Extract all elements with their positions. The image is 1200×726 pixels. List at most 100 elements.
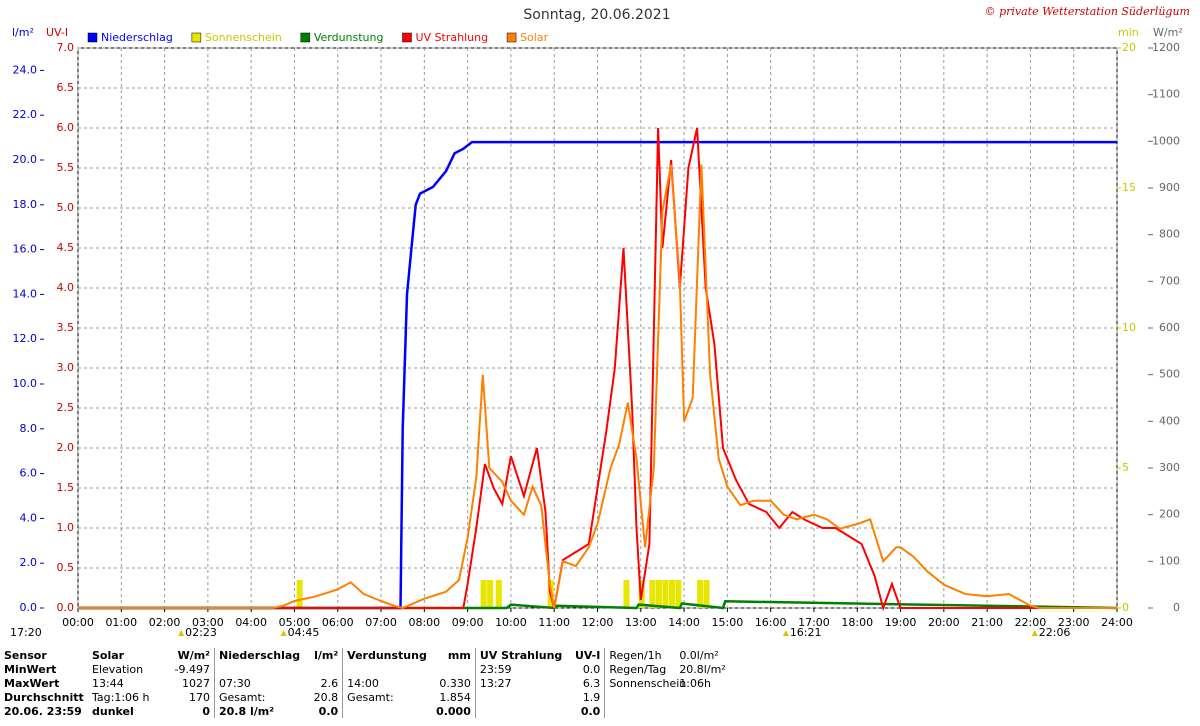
sunshine-bar: [662, 580, 669, 608]
y4-tick-label: 0: [1173, 601, 1180, 614]
x-tick-label: 17:00: [798, 616, 830, 629]
y-tick-label: 16.0: [13, 243, 38, 256]
y2-tick-label: 3.0: [57, 361, 75, 374]
y4-tick-label: 300: [1159, 461, 1180, 474]
x-tick-label: 12:00: [582, 616, 614, 629]
table-row: MinWert Elevation -9.497 23:59 0.0 Regen/Tag 2…: [0, 662, 730, 676]
axis-label-y4: W/m²: [1153, 26, 1183, 39]
x-tick-label: 23:00: [1058, 616, 1090, 629]
y3-tick-label: 0: [1122, 601, 1129, 614]
x-tick-label: 05:00: [279, 616, 311, 629]
y-tick-label: 14.0: [13, 287, 38, 300]
summary-cell: Regen/1h 0.0l/m²: [604, 648, 730, 662]
table-cell: MaxWert: [4, 676, 60, 690]
x-tick-label: 19:00: [885, 616, 917, 629]
legend-swatch: [300, 32, 311, 43]
table-cell: [431, 662, 476, 676]
chart: Sonntag, 20.06.2021 © private Wetterstat…: [10, 5, 1190, 639]
x-tick-label: 03:00: [192, 616, 224, 629]
annotation: 22:06: [1039, 626, 1071, 639]
summary-cell: Regen/Tag 20.8l/m²: [604, 662, 730, 676]
y2-tick-label: 2.0: [57, 441, 75, 454]
x-tick-label: 08:00: [408, 616, 440, 629]
legend-label: Verdunstung: [314, 31, 384, 44]
x-tick-label: 14:00: [668, 616, 700, 629]
stats-table: Sensor Solar W/m² Niederschlag l/m² Verdunstu…: [0, 648, 1200, 726]
table-cell: [342, 704, 431, 718]
sunshine-bar: [675, 580, 682, 608]
y4-tick-label: 100: [1159, 554, 1180, 567]
y2-tick-label: 3.5: [57, 321, 75, 334]
annotation: 02:23: [185, 626, 217, 639]
y2-tick-label: 5.0: [57, 201, 75, 214]
x-tick-label: 15:00: [712, 616, 744, 629]
y4-tick-label: 500: [1159, 368, 1180, 381]
table-cell: W/m²: [177, 648, 210, 662]
y2-tick-label: 0.5: [57, 561, 75, 574]
legend-label: Sonnenschein: [205, 31, 282, 44]
y-tick-label: 22.0: [13, 108, 38, 121]
y-tick-label: 10.0: [13, 377, 38, 390]
table-cell: l/m²: [314, 648, 339, 662]
table-cell: mm: [447, 648, 471, 662]
table-cell: 0.0: [580, 704, 601, 718]
y-tick-label: 4.0: [20, 511, 38, 524]
table-cell: 170: [189, 690, 210, 704]
table-cell: Gesamt:: [342, 690, 431, 704]
table-cell: UV-I: [575, 648, 601, 662]
y-tick-label: 20.0: [13, 153, 38, 166]
y4-tick-label: 600: [1159, 321, 1180, 334]
table-cell: 20.06. 23:59: [4, 704, 82, 718]
y4-tick-label: 400: [1159, 414, 1180, 427]
sun-marker: [178, 630, 185, 636]
y-tick-label: 24.0: [13, 63, 38, 76]
table-cell: Gesamt:: [214, 690, 305, 704]
table-cell: 0.0: [318, 704, 339, 718]
y2-tick-label: 2.5: [57, 401, 75, 414]
y2-tick-label: 1.0: [57, 521, 75, 534]
table-cell: 0: [202, 704, 210, 718]
x-tick-label: 06:00: [322, 616, 354, 629]
x-tick-label: 04:00: [235, 616, 267, 629]
y4-tick-label: 800: [1159, 228, 1180, 241]
table-cell: 13:27: [474, 676, 567, 690]
legend-label: UV Strahlung: [415, 31, 488, 44]
day-length: 17:20: [10, 626, 42, 639]
table-cell: 0.330: [439, 676, 471, 690]
table-cell: [304, 662, 343, 676]
table-cell: 07:30: [214, 676, 305, 690]
y-tick-label: 8.0: [20, 422, 38, 435]
copyright: © private Wetterstation Süderlügum: [985, 5, 1190, 18]
annotation: 16:21: [790, 626, 822, 639]
table-cell: 23:59: [474, 662, 567, 676]
x-tick-label: 01:00: [105, 616, 137, 629]
table-cell: 14:00: [342, 676, 431, 690]
table-cell: Verdunstung: [342, 648, 431, 662]
y2-tick-label: 5.5: [57, 161, 75, 174]
sunshine-bar: [668, 580, 675, 608]
sun-marker: [782, 630, 789, 636]
table-cell: Elevation: [92, 662, 144, 676]
sunshine-bar: [703, 580, 710, 608]
sunshine-bar: [487, 580, 494, 608]
legend-swatch: [402, 32, 412, 43]
y4-tick-label: 1200: [1152, 41, 1180, 54]
table-cell: Sensor: [4, 648, 47, 662]
x-tick-label: 10:00: [495, 616, 527, 629]
table-cell: -9.497: [174, 662, 210, 676]
y3-tick-label: 5: [1122, 461, 1129, 474]
table-cell: [214, 662, 305, 676]
y2-tick-label: 6.0: [57, 121, 75, 134]
summary-label: Sonnenschein: [609, 676, 687, 690]
sun-marker: [280, 630, 287, 636]
sunshine-bar: [697, 580, 704, 608]
axis-label-y: l/m²: [12, 26, 34, 39]
table-cell: MinWert: [4, 662, 57, 676]
legend-swatch: [191, 32, 202, 43]
y3-tick-label: 15: [1122, 181, 1136, 194]
series-line: [78, 127, 1117, 612]
x-tick-label: 09:00: [452, 616, 484, 629]
y-tick-label: 2.0: [20, 556, 38, 569]
axis-label-y3: min: [1118, 26, 1139, 39]
y2-tick-label: 4.0: [57, 281, 75, 294]
